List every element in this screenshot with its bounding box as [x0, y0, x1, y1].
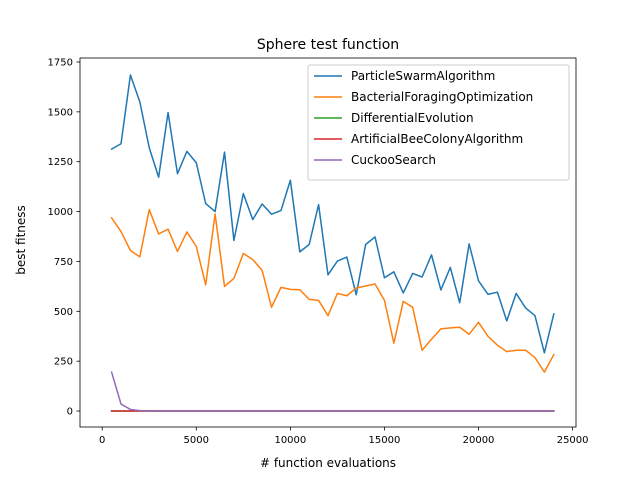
y-tick-label: 1000: [48, 207, 73, 218]
y-tick-label: 1500: [48, 107, 73, 118]
x-tick-label: 0: [99, 435, 105, 446]
series-line-1: [110, 208, 555, 373]
x-tick-label: 15000: [369, 435, 401, 446]
y-tick-label: 1250: [48, 157, 73, 168]
axes-frame: [79, 57, 577, 428]
legend-label-1: BacterialForagingOptimization: [351, 90, 533, 104]
legend-label-2: DifferentialEvolution: [351, 111, 474, 125]
x-axis-label: # function evaluations: [260, 456, 396, 470]
legend-box: [307, 64, 570, 181]
legend-label-0: ParticleSwarmAlgorithm: [351, 69, 495, 83]
plot-area: 0 5000 10000 15000 20000 25000 0 250 500 750 1000 1…: [48, 57, 589, 446]
y-tick-label: 1750: [48, 57, 73, 68]
x-tick-label: 25000: [557, 435, 589, 446]
y-axis-label: best fitness: [14, 205, 28, 275]
x-tick-label: 10000: [274, 435, 306, 446]
x-tick-label: 20000: [463, 435, 495, 446]
y-tick-label: 0: [67, 407, 73, 418]
chart-title: Sphere test function: [257, 37, 399, 53]
y-tick-label: 750: [54, 257, 73, 268]
y-tick-label: 250: [54, 357, 73, 368]
y-tick-label: 500: [54, 307, 73, 318]
x-tick-label: 5000: [184, 435, 209, 446]
series-line-0: [110, 74, 555, 354]
legend: ParticleSwarmAlgorithm BacterialForagingO…: [307, 64, 570, 181]
legend-label-4: CuckooSearch: [351, 153, 436, 167]
series-line-4: [110, 371, 555, 412]
legend-label-3: ArtificialBeeColonyAlgorithm: [351, 132, 523, 146]
